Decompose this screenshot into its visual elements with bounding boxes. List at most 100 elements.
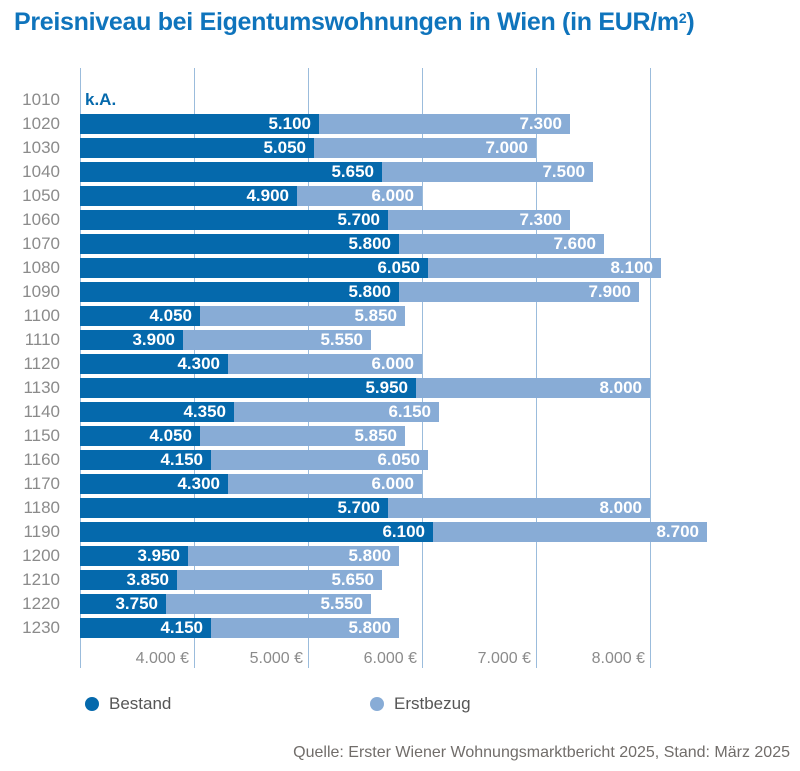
bestand-bar: 4.150 — [80, 618, 211, 638]
erstbezug-value: 8.000 — [599, 378, 642, 397]
x-axis-tick-label: 8.000 € — [591, 650, 645, 667]
bestand-value: 5.800 — [348, 234, 391, 253]
bestand-bar: 5.800 — [80, 282, 399, 302]
chart-title-superscript: 2 — [678, 10, 687, 26]
bestand-bar: 4.300 — [80, 474, 228, 494]
erstbezug-value: 7.500 — [542, 162, 585, 181]
erstbezug-value: 7.000 — [485, 138, 528, 157]
bestand-value: 6.050 — [377, 258, 420, 277]
chart-row: 1140 6.150 4.350 — [23, 400, 707, 424]
bestand-bar: 5.050 — [80, 138, 314, 158]
erstbezug-value: 5.550 — [320, 594, 363, 613]
chart-row: 1210 5.650 3.850 — [22, 568, 707, 592]
bestand-bar: 3.900 — [80, 330, 183, 350]
chart-row: 1170 6.000 4.300 — [23, 472, 707, 496]
bestand-value: 5.100 — [268, 114, 311, 133]
chart-row: 1200 5.800 3.950 — [22, 544, 707, 568]
chart-row: 1060 7.300 5.700 — [22, 208, 707, 232]
bestand-value: 4.900 — [246, 186, 289, 205]
bestand-value: 4.050 — [149, 426, 192, 445]
bestand-value: 3.750 — [115, 594, 158, 613]
legend-dot-icon — [85, 696, 99, 711]
district-label: 1030 — [22, 138, 60, 157]
chart-row: 1220 5.550 3.750 — [22, 592, 707, 616]
erstbezug-value: 5.850 — [354, 426, 397, 445]
bestand-value: 4.350 — [183, 402, 226, 421]
gridline — [422, 68, 423, 668]
chart-row: 1070 7.600 5.800 — [22, 232, 707, 256]
erstbezug-value: 5.800 — [348, 546, 391, 565]
bestand-value: 6.100 — [382, 522, 425, 541]
bestand-bar: 5.700 — [80, 210, 388, 230]
erstbezug-value: 8.700 — [656, 522, 699, 541]
legend-item: Erstbezug — [370, 695, 471, 712]
chart-row: 1190 8.700 6.100 — [23, 520, 707, 544]
district-label: 1120 — [23, 354, 60, 373]
bestand-value: 5.050 — [263, 138, 306, 157]
district-label: 1190 — [23, 522, 60, 541]
chart-row: 1100 5.850 4.050 — [23, 304, 707, 328]
no-data-label: k.A. — [85, 90, 117, 109]
chart-row: 1040 7.500 5.650 — [22, 160, 707, 184]
erstbezug-value: 5.550 — [320, 330, 363, 349]
bestand-value: 4.050 — [149, 306, 192, 325]
erstbezug-value: 7.900 — [588, 282, 631, 301]
district-label: 1200 — [22, 546, 60, 565]
bestand-value: 4.300 — [177, 354, 220, 373]
chart-row: 1180 8.000 5.700 — [23, 496, 707, 520]
legend-label: Bestand — [109, 694, 172, 713]
x-axis-tick-label: 6.000 € — [363, 650, 417, 667]
erstbezug-value: 5.800 — [348, 618, 391, 637]
chart-row: 1130 8.000 5.950 — [23, 376, 707, 400]
erstbezug-value: 7.600 — [553, 234, 596, 253]
district-label: 1140 — [23, 402, 60, 421]
bestand-value: 4.300 — [177, 474, 220, 493]
district-label: 1110 — [24, 330, 60, 349]
chart-row: 1160 6.050 4.150 — [23, 448, 707, 472]
erstbezug-value: 6.000 — [371, 186, 414, 205]
bestand-bar: 5.800 — [80, 234, 399, 254]
district-label: 1150 — [23, 426, 60, 445]
bestand-value: 5.700 — [337, 210, 380, 229]
district-label: 1130 — [23, 378, 60, 397]
district-label: 1170 — [23, 474, 60, 493]
chart-row: 1150 5.850 4.050 — [23, 424, 707, 448]
bestand-value: 5.800 — [348, 282, 391, 301]
bestand-bar: 4.300 — [80, 354, 228, 374]
bestand-bar: 4.350 — [80, 402, 234, 422]
district-label: 1010 — [22, 90, 60, 109]
bestand-bar: 3.750 — [80, 594, 166, 614]
bestand-bar: 6.100 — [80, 522, 433, 542]
plot-area: 1010 k.A. 1020 7.300 5.100 1030 7.000 5.050 1040… — [22, 68, 707, 668]
district-label: 1040 — [22, 162, 60, 181]
district-label: 1220 — [22, 594, 60, 613]
bestand-bar: 5.950 — [80, 378, 416, 398]
district-label: 1180 — [23, 498, 60, 517]
district-label: 1160 — [23, 450, 60, 469]
chart-row: 1010 k.A. — [22, 88, 707, 112]
legend-item: Bestand — [85, 695, 171, 712]
erstbezug-value: 6.000 — [371, 474, 414, 493]
bestand-value: 3.950 — [137, 546, 180, 565]
bestand-value: 4.150 — [160, 618, 203, 637]
gridline — [536, 68, 537, 668]
chart-title: Preisniveau bei Eigentumswohnungen in Wi… — [14, 8, 695, 37]
legend-dot-icon — [370, 696, 384, 711]
bestand-bar: 4.050 — [80, 426, 200, 446]
bestand-bar: 4.900 — [80, 186, 297, 206]
erstbezug-value: 7.300 — [519, 114, 562, 133]
chart-row: 1030 7.000 5.050 — [22, 136, 707, 160]
legend-label: Erstbezug — [394, 694, 471, 713]
district-label: 1050 — [22, 186, 60, 205]
legend: Bestand Erstbezug — [0, 695, 800, 715]
district-label: 1230 — [22, 618, 60, 637]
district-label: 1210 — [22, 570, 60, 589]
chart-title-text: Preisniveau bei Eigentumswohnungen in Wi… — [14, 8, 679, 36]
x-axis-tick-label: 7.000 € — [477, 650, 531, 667]
chart-row: 1090 7.900 5.800 — [22, 280, 707, 304]
erstbezug-value: 6.000 — [371, 354, 414, 373]
bestand-bar: 4.150 — [80, 450, 211, 470]
gridline — [650, 68, 651, 668]
bestand-bar: 5.650 — [80, 162, 382, 182]
